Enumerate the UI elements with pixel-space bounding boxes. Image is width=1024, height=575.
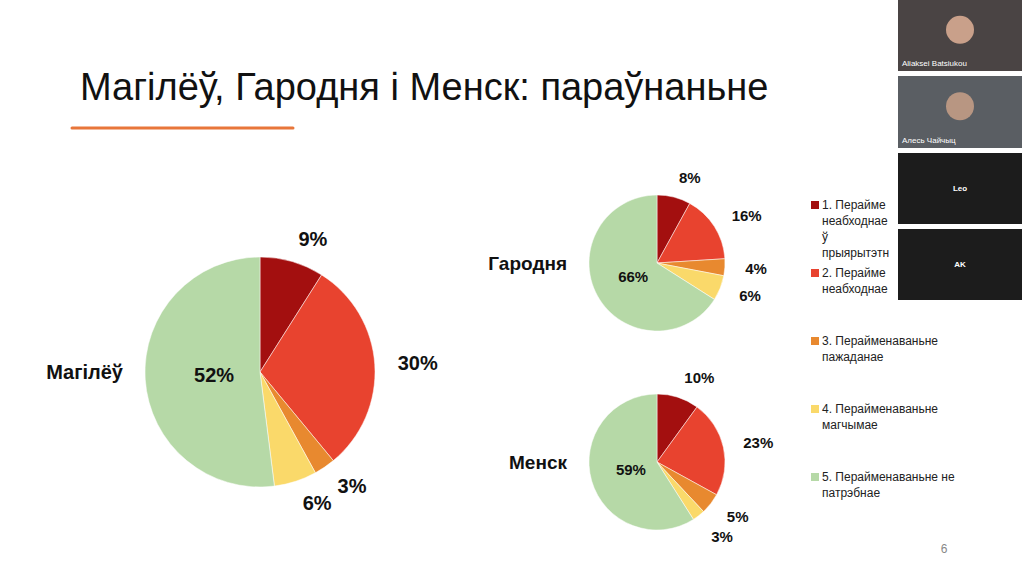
legend-label: 2. Перайменеабходнае <box>822 266 888 296</box>
data-label: 16% <box>732 207 762 224</box>
pie-chart: 10% 23% 5% 3% 59% <box>589 369 773 544</box>
slices <box>589 394 725 530</box>
video-tile <box>898 229 1022 300</box>
participant-name: Aliaksei Batsiukou <box>902 59 967 68</box>
pie-slice <box>589 195 714 331</box>
data-label: 66% <box>618 268 648 285</box>
video-tile <box>898 0 1022 71</box>
video-tile <box>898 153 1022 224</box>
data-label: 59% <box>616 461 646 478</box>
pie-title: Гародня <box>488 253 567 274</box>
data-label: 8% <box>679 169 701 186</box>
data-label: 3% <box>338 475 367 497</box>
data-labels: 9% 30% 3% 6% 52% <box>194 228 438 514</box>
slices <box>145 257 375 487</box>
legend-label: 1. Перайменеабходнаеўпрыярытэтн <box>822 198 889 260</box>
data-label: 5% <box>727 508 749 525</box>
data-label: 6% <box>739 287 761 304</box>
data-label: 6% <box>303 492 332 514</box>
data-label: 23% <box>743 434 773 451</box>
legend-label: 3. Перайменаваньнепажаданае <box>822 334 938 364</box>
participant-face <box>946 16 974 44</box>
pie-slice <box>657 203 725 263</box>
legend-label: 5. Перайменаваньне непатрэбнае <box>822 470 955 500</box>
data-label: 10% <box>684 369 714 386</box>
page-number: 6 <box>941 542 948 556</box>
data-labels: 8% 16% 4% 6% 66% <box>618 169 767 304</box>
pie-slice <box>145 257 274 487</box>
data-label: 30% <box>398 352 438 374</box>
data-label: 4% <box>745 260 767 277</box>
video-tiles: Aliaksei Batsiukou Алесь Чайчыц Leo AK <box>898 0 1022 300</box>
data-label: 3% <box>711 528 733 545</box>
legend-swatch <box>811 201 819 209</box>
participant-name: AK <box>954 260 966 269</box>
legend-swatch <box>811 337 819 345</box>
pie-title: Магілёў <box>46 361 124 383</box>
pie-chart: 9% 30% 3% 6% 52% <box>145 228 438 514</box>
legend-swatch <box>811 405 819 413</box>
title-underline <box>72 127 293 130</box>
data-label: 52% <box>194 364 234 386</box>
data-labels: 10% 23% 5% 3% 59% <box>616 369 773 544</box>
slide-title: Магілёў, Гародня і Менск: параўнаньне <box>80 66 768 108</box>
pie-title: Менск <box>509 452 567 473</box>
pie-chart: 8% 16% 4% 6% 66% <box>589 169 767 331</box>
participant-name: Алесь Чайчыц <box>902 136 956 145</box>
video-tile <box>898 76 1022 148</box>
pie-slice <box>589 394 693 530</box>
legend-swatch <box>811 269 819 277</box>
slide: Магілёў, Гародня і Менск: параўнаньне 9% 3… <box>0 0 1024 575</box>
legend-swatch <box>811 473 819 481</box>
legend-label: 4. Перайменаваньнемагчымае <box>822 402 938 432</box>
data-label: 9% <box>299 228 328 250</box>
participant-face <box>946 92 974 120</box>
slices <box>589 195 725 331</box>
participant-name: Leo <box>953 184 967 193</box>
